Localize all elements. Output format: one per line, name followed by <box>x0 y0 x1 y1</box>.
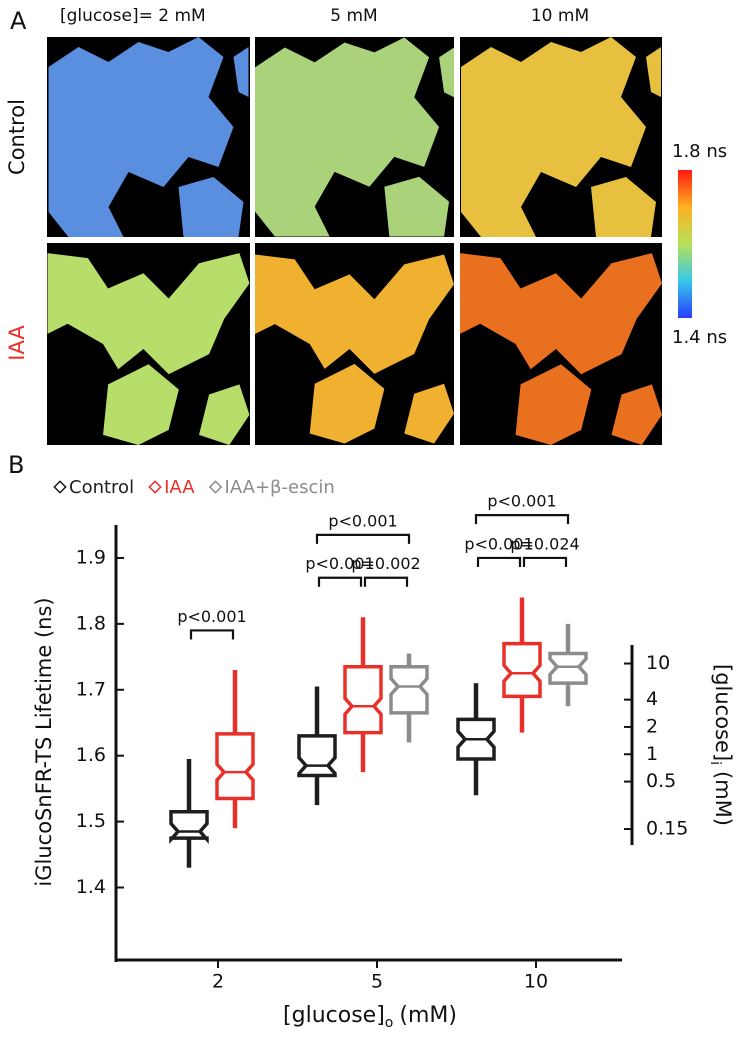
y-tick-label: 1.6 <box>76 744 106 766</box>
y2-axis-label: [glucose]i(mM) <box>707 664 735 826</box>
p-value: p=0.024 <box>510 534 579 553</box>
legend-label: IAA+β-escin <box>225 477 335 498</box>
box <box>389 664 429 715</box>
y-tick-label: 1.9 <box>76 546 106 568</box>
row-label: Control <box>5 99 29 175</box>
p-value: p<0.001 <box>487 492 556 511</box>
significance-bracket <box>189 629 235 640</box>
significance-bracket <box>522 556 568 567</box>
y2-tick-label: 0.15 <box>646 818 688 840</box>
p-value: p<0.001 <box>464 534 533 553</box>
legend-label: IAA <box>164 477 195 498</box>
significance-bracket <box>474 514 570 525</box>
y-tick-label: 1.4 <box>76 876 106 898</box>
x-axis-label: [glucose]o (mM) <box>283 1003 457 1031</box>
colorbar-max: 1.8 ns <box>672 141 727 162</box>
p-value: p=0.002 <box>351 554 420 573</box>
p-value: p<0.001 <box>177 607 246 626</box>
legend-marker <box>53 480 67 494</box>
column-header: 10 mM <box>531 6 589 26</box>
significance-bracket <box>317 576 363 587</box>
legend-marker <box>148 480 162 494</box>
colorbar-min: 1.4 ns <box>672 327 727 348</box>
row-label: IAA <box>5 325 29 361</box>
legend-label: Control <box>69 477 134 498</box>
significance-bracket <box>315 533 411 544</box>
box <box>169 809 209 845</box>
legend-marker <box>208 480 223 494</box>
box <box>343 664 383 735</box>
p-value: p<0.001 <box>328 511 397 530</box>
column-header: 5 mM <box>330 6 377 26</box>
panel-a: A [glucose]= 2 mM 5 mM 10 mM Control IAA… <box>5 6 727 445</box>
y2-tick-label: 4 <box>646 688 658 710</box>
box <box>502 641 542 699</box>
panel-b: B iGlucoSnFR-TS Lifetime (ns) [glucose]o… <box>8 451 735 1031</box>
box <box>548 651 588 685</box>
y2-tick-label: 10 <box>646 652 670 674</box>
panel-label: B <box>8 451 24 479</box>
x-tick-label: 5 <box>371 971 383 993</box>
column-header: [glucose]= 2 mM <box>60 6 206 26</box>
significance-bracket <box>363 576 409 587</box>
panel-label: A <box>10 7 27 35</box>
y-axis-label: iGlucoSnFR-TS Lifetime (ns) <box>32 597 56 886</box>
box <box>456 717 496 761</box>
x-tick-label: 2 <box>212 971 224 993</box>
y2-tick-label: 1 <box>646 743 658 765</box>
y2-tick-label: 2 <box>646 715 658 737</box>
y-tick-label: 1.8 <box>76 612 106 634</box>
x-tick-label: 10 <box>524 971 548 993</box>
significance-bracket <box>476 556 522 567</box>
y-tick-label: 1.7 <box>76 678 106 700</box>
y-tick-label: 1.5 <box>76 810 106 832</box>
y2-tick-label: 0.5 <box>646 770 676 792</box>
micrographs <box>47 37 662 445</box>
colorbar <box>678 170 692 318</box>
box <box>215 732 255 801</box>
box <box>297 734 337 778</box>
p-value: p<0.001 <box>305 554 374 573</box>
